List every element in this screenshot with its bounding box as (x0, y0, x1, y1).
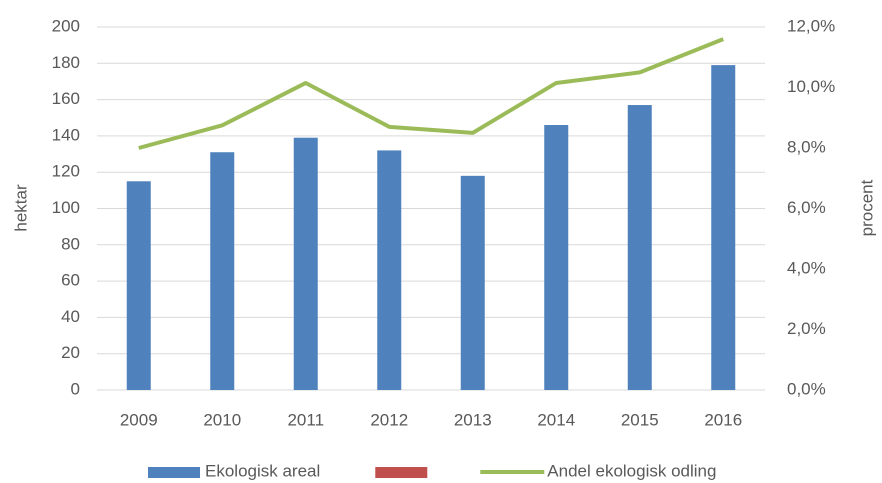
y2-tick-label: 12,0% (787, 16, 835, 35)
y-tick-label: 140 (52, 125, 80, 144)
x-tick-label: 2012 (370, 410, 408, 429)
y-tick-label: 100 (52, 198, 80, 217)
bar (544, 125, 569, 390)
y-tick-label: 200 (52, 16, 80, 35)
bar (126, 181, 151, 390)
y2-axis-label: procent (857, 179, 876, 236)
legend-swatch (375, 467, 428, 478)
y-tick-label: 160 (52, 89, 80, 108)
y-tick-label: 60 (61, 271, 80, 290)
y-tick-label: 0 (71, 379, 80, 398)
y-tick-label: 40 (61, 307, 80, 326)
bar (293, 137, 318, 390)
y-tick-label: 180 (52, 53, 80, 72)
legend-swatch (148, 467, 200, 478)
bar (711, 65, 736, 391)
x-tick-label: 2011 (287, 410, 324, 429)
x-tick-label: 2009 (120, 410, 158, 429)
y-tick-label: 20 (61, 343, 80, 362)
y2-tick-label: 6,0% (787, 198, 826, 217)
legend-label: Ekologisk areal (205, 461, 320, 480)
y2-tick-label: 10,0% (787, 77, 835, 96)
y2-tick-label: 4,0% (787, 258, 826, 277)
bar (210, 152, 235, 390)
y2-tick-label: 2,0% (787, 319, 826, 338)
x-tick-label: 2015 (621, 410, 659, 429)
x-tick-label: 2013 (454, 410, 492, 429)
x-tick-label: 2010 (203, 410, 241, 429)
y2-tick-label: 8,0% (787, 137, 826, 156)
x-tick-label: 2016 (704, 410, 742, 429)
y-axis-label: hektar (11, 184, 30, 232)
x-tick-label: 2014 (537, 410, 575, 429)
bar (627, 105, 652, 391)
bar (377, 150, 402, 390)
legend-label: Andel ekologisk odling (547, 461, 716, 480)
line (138, 37, 724, 150)
y-tick-label: 120 (52, 162, 80, 181)
bar (460, 175, 485, 390)
y2-tick-label: 0,0% (787, 379, 826, 398)
y-tick-label: 80 (61, 234, 80, 253)
